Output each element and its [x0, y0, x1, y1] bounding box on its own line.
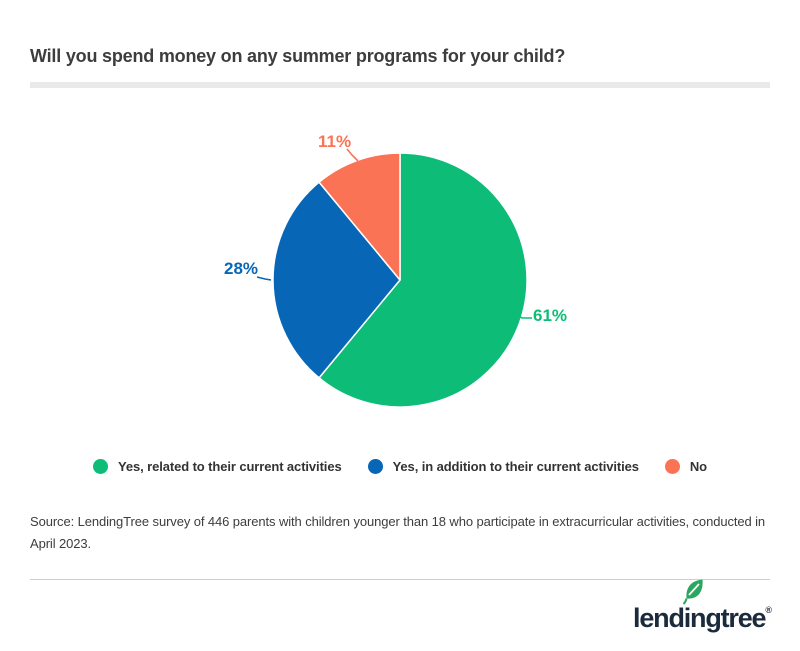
page-title: Will you spend money on any summer progr…	[30, 46, 566, 66]
pie-svg	[272, 152, 528, 408]
legend-dot-orange	[664, 459, 680, 474]
leaf-icon	[682, 579, 703, 605]
label-ticks	[256, 148, 532, 319]
data-label-61: 61%	[533, 306, 568, 325]
source-text: Source: LendingTree survey of 446 parent…	[30, 514, 766, 551]
legend-dot-green	[92, 459, 108, 474]
data-label-28: 28%	[224, 259, 259, 278]
title-divider	[30, 82, 770, 88]
legend-item-no: No	[664, 459, 707, 474]
legend-label: No	[689, 459, 707, 474]
data-label-11: 11%	[318, 132, 352, 151]
legend: Yes, related to their current activities…	[0, 459, 800, 474]
pie-slice-yes-addition	[272, 181, 401, 379]
registered-mark: ®	[765, 605, 772, 615]
pie-chart: 61% 28% 11%	[0, 110, 800, 445]
tick-28	[256, 276, 272, 281]
legend-dot-blue	[367, 459, 383, 474]
legend-label: Yes, related to their current activities	[117, 459, 342, 474]
tick-11	[346, 148, 359, 162]
legend-item-yes-related: Yes, related to their current activities	[92, 459, 342, 474]
lendingtree-logo: lendingtree®	[633, 579, 772, 643]
logo-wordmark: lendingtree	[633, 603, 767, 633]
footer-divider	[30, 579, 770, 580]
legend-label: Yes, in addition to their current activi…	[392, 459, 639, 474]
legend-item-yes-addition: Yes, in addition to their current activi…	[367, 459, 639, 474]
tick-61	[511, 311, 532, 319]
pie-slice-yes-related	[318, 152, 528, 408]
